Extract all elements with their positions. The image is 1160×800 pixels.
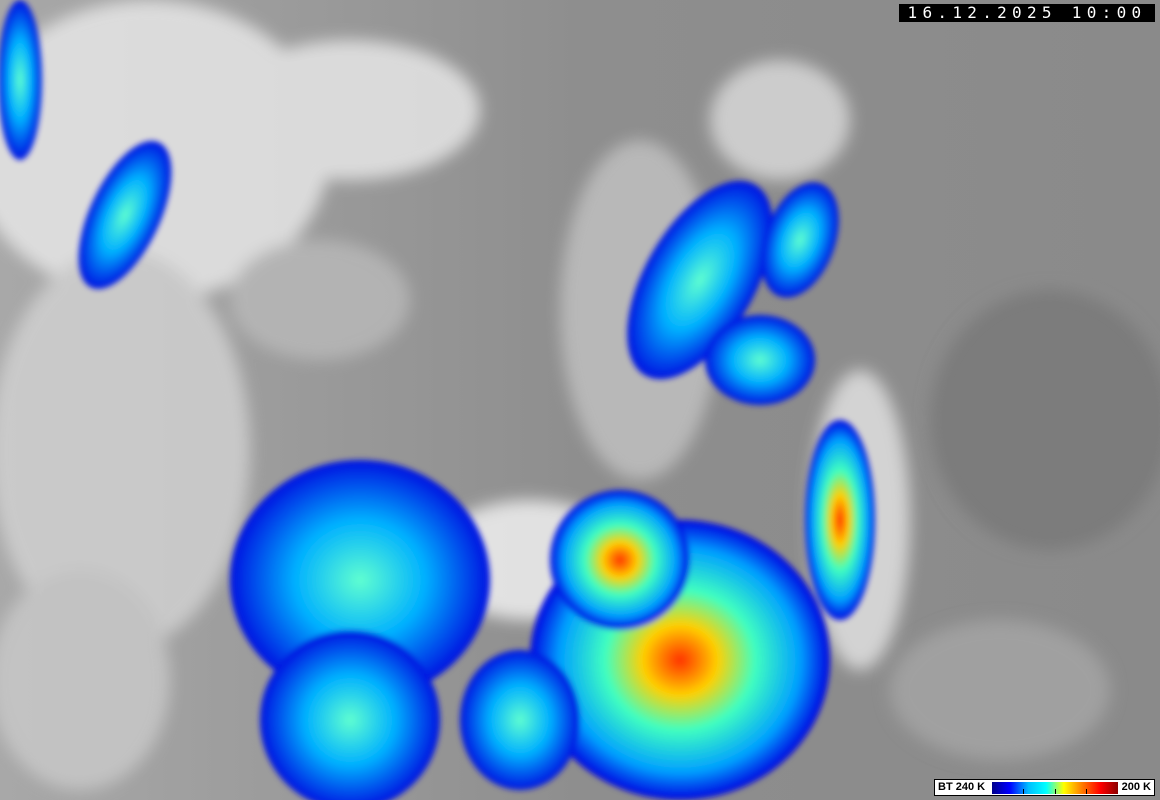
- convective-clouds: [0, 0, 875, 800]
- sea-area: [890, 290, 1160, 760]
- legend-color-bar: [992, 782, 1118, 794]
- legend-tick: [1086, 789, 1087, 794]
- legend-tick: [1055, 789, 1056, 794]
- legend-low-label: BT 240 K: [938, 781, 986, 793]
- timestamp-label: 16.12.2025 10:00: [899, 4, 1155, 22]
- color-legend: BT 240 K 200 K: [934, 779, 1155, 796]
- legend-high-label: 200 K: [1121, 781, 1151, 793]
- legend-tick: [1023, 789, 1024, 794]
